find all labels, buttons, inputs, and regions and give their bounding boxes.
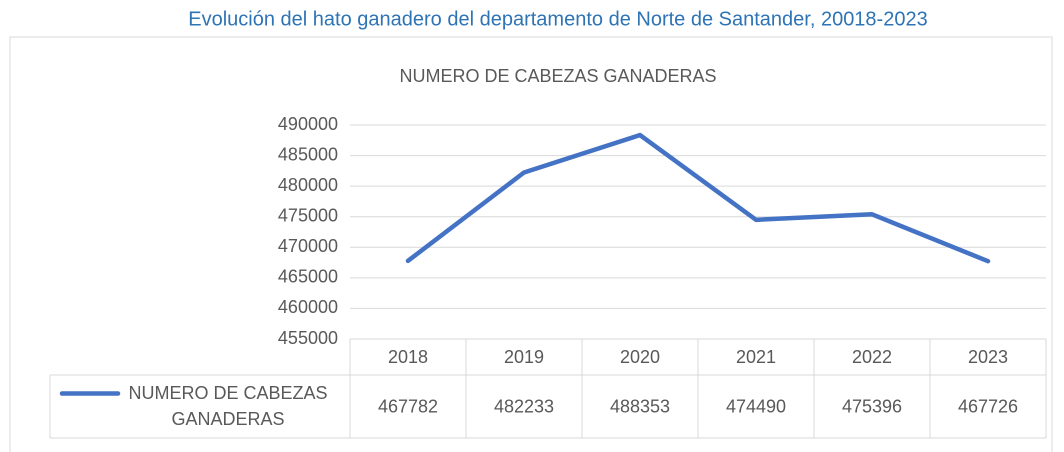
x-tick-label: 2020 [620,347,660,367]
y-tick-label: 485000 [278,144,338,164]
x-tick-label: 2021 [736,347,776,367]
table-value: 467726 [958,396,1018,416]
y-tick-label: 470000 [278,236,338,256]
table-value: 474490 [726,396,786,416]
x-tick-label: 2023 [968,347,1008,367]
x-tick-label: 2018 [388,347,428,367]
y-tick-label: 460000 [278,297,338,317]
chart-border [9,36,1053,452]
x-tick-label: 2019 [504,347,544,367]
y-tick-label: 455000 [278,328,338,348]
y-tick-label: 475000 [278,205,338,225]
chart-title: NUMERO DE CABEZAS GANADERAS [399,66,716,86]
y-tick-label: 490000 [278,114,338,134]
page-title: Evolución del hato ganadero del departam… [188,8,927,30]
table-value: 482233 [494,396,554,416]
table-value: 488353 [610,396,670,416]
legend-label: NUMERO DE CABEZAS GANADERAS [128,382,328,429]
y-tick-label: 480000 [278,175,338,195]
table-value: 475396 [842,396,902,416]
y-tick-label: 465000 [278,267,338,287]
x-tick-label: 2022 [852,347,892,367]
table-value: 467782 [378,396,438,416]
series-line [405,132,991,264]
legend-label-box: NUMERO DE CABEZAS GANADERAS [128,382,328,429]
